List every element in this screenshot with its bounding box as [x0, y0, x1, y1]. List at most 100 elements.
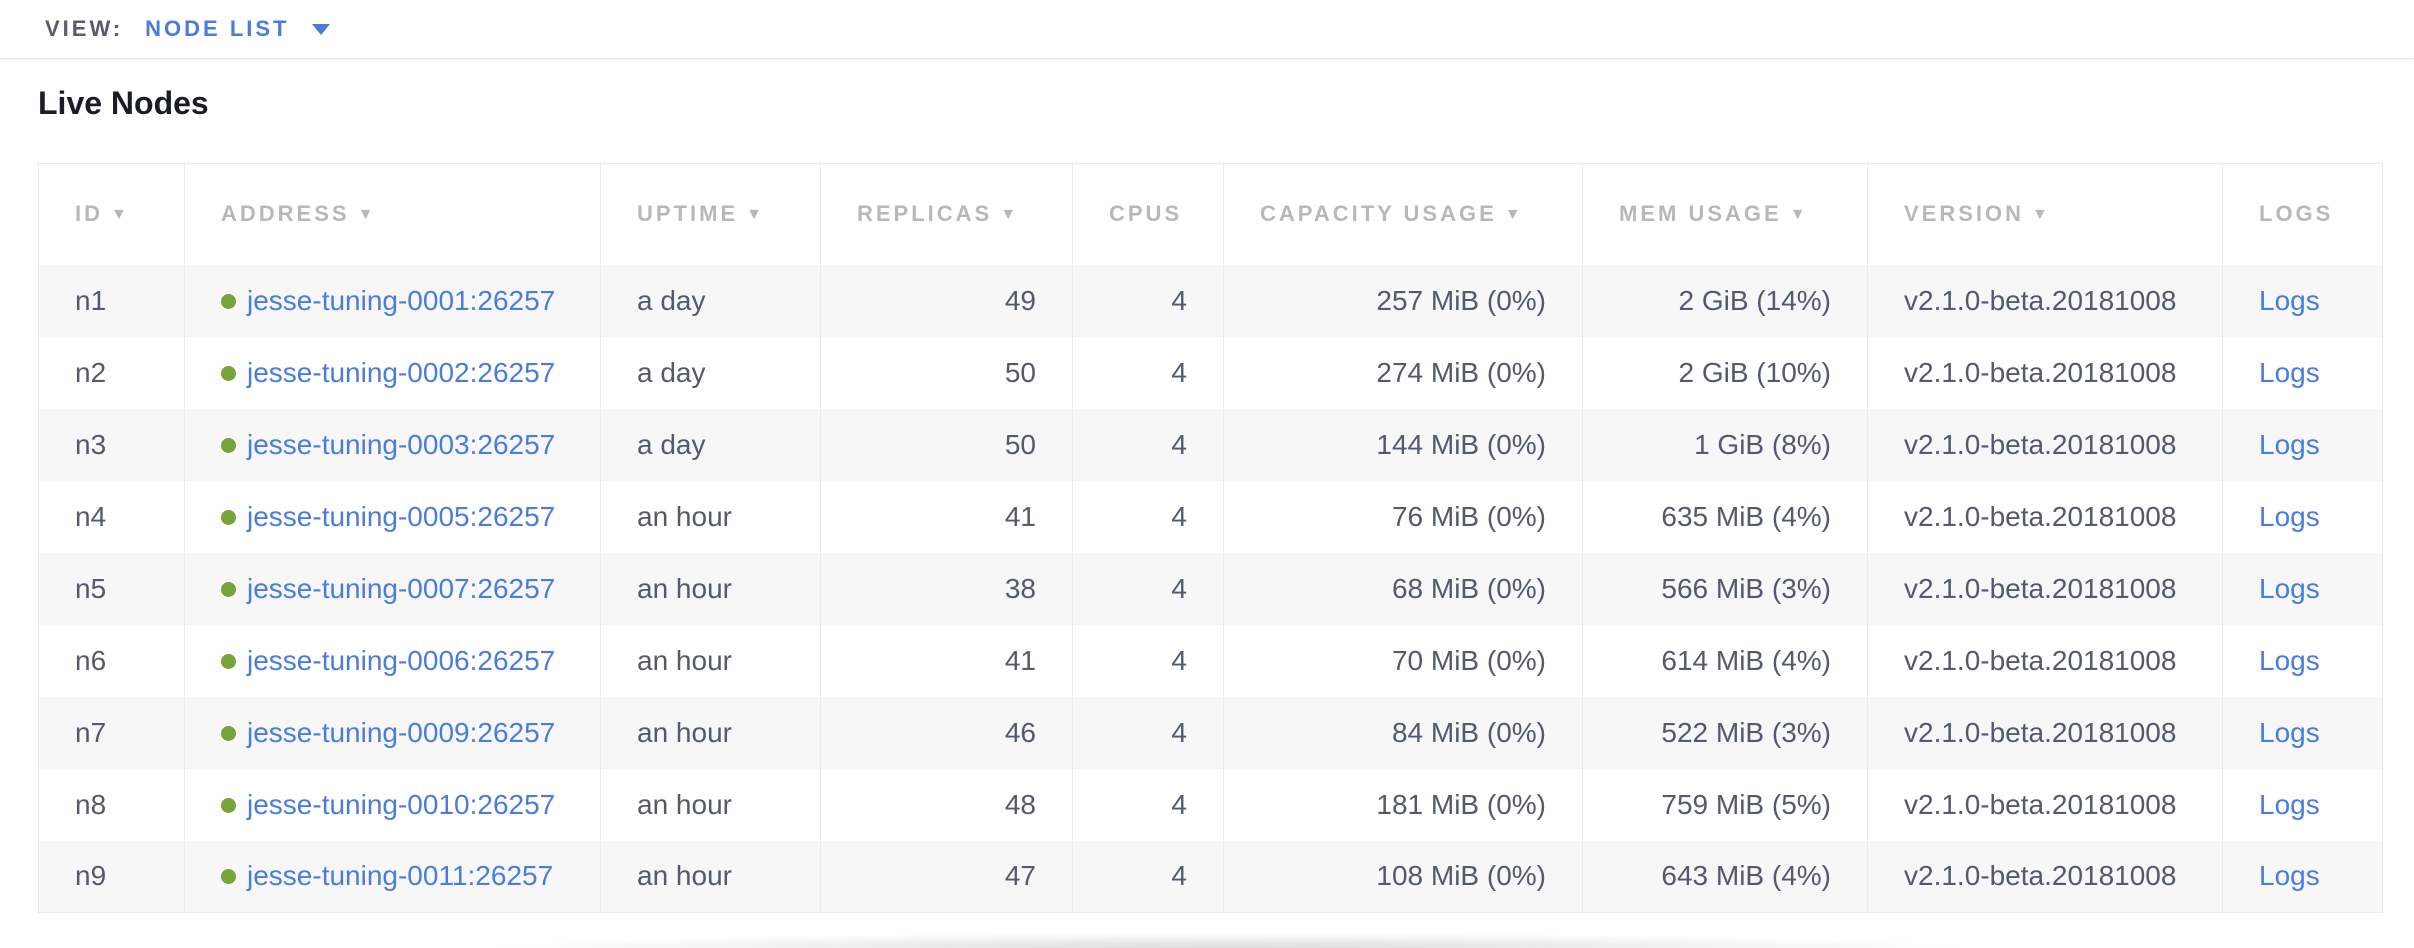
cell-replicas: 46 [820, 696, 1073, 769]
cell-uptime: an hour [600, 624, 821, 697]
cell-capacity-usage: 70 MiB (0%) [1223, 624, 1583, 697]
cell-logs: Logs [2222, 840, 2383, 913]
page-title: Live Nodes [38, 85, 209, 121]
cell-cpus: 4 [1072, 264, 1224, 337]
cell-replicas: 41 [820, 624, 1073, 697]
address-link[interactable]: jesse-tuning-0006:26257 [247, 644, 556, 676]
cell-uptime: a day [600, 264, 821, 337]
column-header-replicas[interactable]: REPLICAS ▼ [820, 163, 1073, 265]
column-header-version[interactable]: VERSION ▼ [1867, 163, 2223, 265]
cell-cpus: 4 [1072, 408, 1224, 481]
table-row: n3 jesse-tuning-0003:26257 a day 50 4 14… [38, 408, 2383, 481]
cell-uptime: an hour [600, 696, 821, 769]
table-body: n1 jesse-tuning-0001:26257 a day 49 4 25… [38, 264, 2383, 913]
cell-mem-usage: 2 GiB (14%) [1582, 264, 1868, 337]
table-row: n2 jesse-tuning-0002:26257 a day 50 4 27… [38, 336, 2383, 409]
address-link[interactable]: jesse-tuning-0002:26257 [247, 356, 556, 388]
cell-node-id: n3 [38, 408, 185, 481]
cell-node-id: n4 [38, 480, 185, 553]
table-row: n4 jesse-tuning-0005:26257 an hour 41 4 … [38, 480, 2383, 553]
cell-capacity-usage: 144 MiB (0%) [1223, 408, 1583, 481]
address-link[interactable]: jesse-tuning-0001:26257 [247, 284, 556, 316]
view-selector-value: NODE LIST [145, 16, 290, 41]
column-header-address[interactable]: ADDRESS ▼ [184, 163, 601, 265]
node-live-status-icon [221, 365, 236, 381]
node-live-status-icon [221, 437, 236, 453]
cell-mem-usage: 2 GiB (10%) [1582, 336, 1868, 409]
logs-link[interactable]: Logs [2259, 428, 2320, 460]
cell-capacity-usage: 108 MiB (0%) [1223, 840, 1583, 913]
cell-address: jesse-tuning-0011:26257 [184, 840, 601, 913]
address-link[interactable]: jesse-tuning-0005:26257 [247, 500, 556, 532]
address-link[interactable]: jesse-tuning-0007:26257 [247, 572, 556, 604]
node-live-status-icon [221, 869, 236, 885]
cell-mem-usage: 1 GiB (8%) [1582, 408, 1868, 481]
cell-mem-usage: 759 MiB (5%) [1582, 768, 1868, 841]
column-header-capacity-usage[interactable]: CAPACITY USAGE ▼ [1223, 163, 1583, 265]
cell-address: jesse-tuning-0005:26257 [184, 480, 601, 553]
column-header-label: MEM USAGE [1619, 201, 1782, 227]
logs-link[interactable]: Logs [2259, 860, 2320, 892]
node-live-status-icon [221, 797, 236, 813]
view-selector-dropdown[interactable]: NODE LIST [145, 16, 330, 42]
column-header-id[interactable]: ID ▼ [38, 163, 185, 265]
node-live-status-icon [221, 725, 236, 741]
column-header-label: ID [75, 201, 103, 227]
sort-arrow-icon: ▼ [1789, 206, 1809, 224]
cell-version: v2.1.0-beta.20181008 [1867, 624, 2223, 697]
cell-mem-usage: 566 MiB (3%) [1582, 552, 1868, 625]
address-link[interactable]: jesse-tuning-0010:26257 [247, 788, 556, 820]
cell-mem-usage: 643 MiB (4%) [1582, 840, 1868, 913]
column-header-logs: LOGS [2222, 163, 2383, 265]
sort-arrow-icon: ▼ [2032, 206, 2051, 224]
table-row: n1 jesse-tuning-0001:26257 a day 49 4 25… [38, 264, 2383, 337]
cell-capacity-usage: 68 MiB (0%) [1223, 552, 1583, 625]
table-row: n9 jesse-tuning-0011:26257 an hour 47 4 … [38, 840, 2383, 913]
cell-node-id: n6 [38, 624, 185, 697]
cell-uptime: an hour [600, 840, 821, 913]
address-link[interactable]: jesse-tuning-0009:26257 [247, 716, 556, 748]
cell-replicas: 38 [820, 552, 1073, 625]
column-header-label: CAPACITY USAGE [1260, 201, 1497, 227]
cell-replicas: 50 [820, 336, 1073, 409]
address-link[interactable]: jesse-tuning-0011:26257 [247, 860, 554, 892]
cell-version: v2.1.0-beta.20181008 [1867, 768, 2223, 841]
cell-uptime: a day [600, 408, 821, 481]
column-header-cpus: CPUS [1072, 163, 1224, 265]
cell-version: v2.1.0-beta.20181008 [1867, 336, 2223, 409]
cell-cpus: 4 [1072, 696, 1224, 769]
logs-link[interactable]: Logs [2259, 500, 2320, 532]
cell-mem-usage: 635 MiB (4%) [1582, 480, 1868, 553]
cell-replicas: 48 [820, 768, 1073, 841]
logs-link[interactable]: Logs [2259, 356, 2320, 388]
cell-version: v2.1.0-beta.20181008 [1867, 840, 2223, 913]
logs-link[interactable]: Logs [2259, 644, 2320, 676]
column-header-mem-usage[interactable]: MEM USAGE ▼ [1582, 163, 1868, 265]
cell-capacity-usage: 84 MiB (0%) [1223, 696, 1583, 769]
logs-link[interactable]: Logs [2259, 716, 2320, 748]
sort-arrow-icon: ▼ [1000, 206, 1020, 224]
address-link[interactable]: jesse-tuning-0003:26257 [247, 428, 556, 460]
node-live-status-icon [221, 581, 236, 597]
node-live-status-icon [221, 653, 236, 669]
logs-link[interactable]: Logs [2259, 284, 2320, 316]
cell-logs: Logs [2222, 336, 2383, 409]
table-row: n8 jesse-tuning-0010:26257 an hour 48 4 … [38, 768, 2383, 841]
logs-link[interactable]: Logs [2259, 572, 2320, 604]
cell-node-id: n2 [38, 336, 185, 409]
cell-cpus: 4 [1072, 768, 1224, 841]
cell-node-id: n1 [38, 264, 185, 337]
cell-node-id: n7 [38, 696, 185, 769]
caret-down-icon [311, 23, 330, 35]
cell-cpus: 4 [1072, 552, 1224, 625]
bottom-card-shadow [490, 933, 1970, 948]
cell-cpus: 4 [1072, 624, 1224, 697]
node-live-status-icon [221, 509, 236, 525]
cell-logs: Logs [2222, 624, 2383, 697]
column-header-uptime[interactable]: UPTIME ▼ [600, 163, 821, 265]
table-row: n5 jesse-tuning-0007:26257 an hour 38 4 … [38, 552, 2383, 625]
logs-link[interactable]: Logs [2259, 788, 2320, 820]
view-label: VIEW: [45, 16, 124, 41]
cell-node-id: n8 [38, 768, 185, 841]
node-live-status-icon [221, 293, 236, 309]
